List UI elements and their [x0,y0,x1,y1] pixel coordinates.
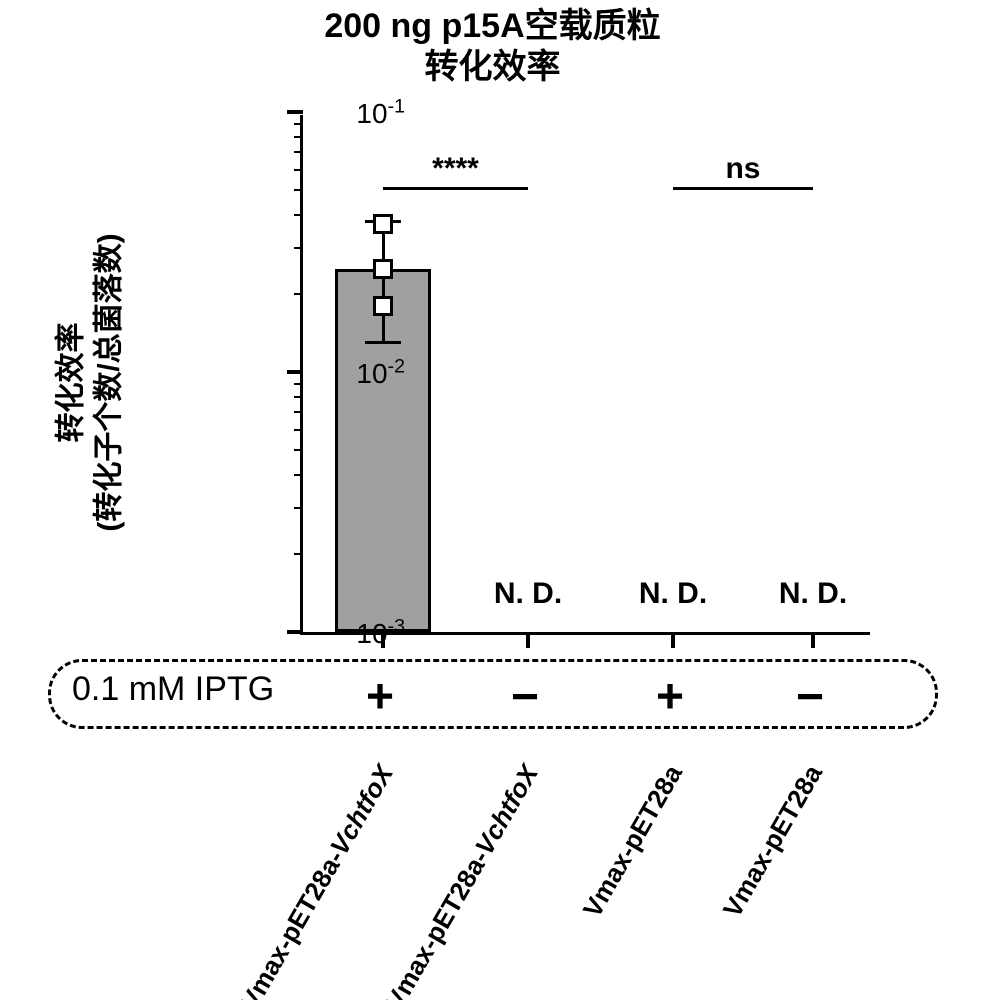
data-point-marker [373,296,393,316]
data-point-marker [373,214,393,234]
y-minor-tick [294,293,303,295]
x-category-label: Vmax-pET28a [717,760,829,923]
chart-title: 200 ng p15A空载质粒 转化效率 [0,6,985,88]
y-axis-label-line-2: (转化子个数/总菌落数) [92,233,125,531]
y-minor-tick [294,189,303,191]
significance-label: **** [416,152,496,186]
y-minor-tick [294,411,303,413]
x-tick [526,632,530,648]
y-minor-tick [294,383,303,385]
x-tick [671,632,675,648]
y-minor-tick [294,474,303,476]
error-bar-cap [365,341,401,344]
y-axis-label-line-1: 转化效率 [55,323,88,443]
y-minor-tick [294,136,303,138]
y-major-tick [287,370,303,374]
iptg-sign: − [796,670,824,725]
iptg-sign: + [366,670,394,725]
y-minor-tick [294,449,303,451]
y-major-tick [287,630,303,634]
nd-label: N. D. [779,577,847,611]
y-tick-label: 10-3 [356,618,405,650]
iptg-sign: − [511,670,539,725]
x-category-label: Vmax-pET28a-VchtfoX [234,760,400,1000]
y-minor-tick [294,151,303,153]
iptg-sign: + [656,670,684,725]
y-minor-tick [294,429,303,431]
nd-label: N. D. [639,577,707,611]
error-bar-line [382,221,385,342]
y-minor-tick [294,214,303,216]
y-axis-label: 转化效率 (转化子个数/总菌落数) [53,183,128,583]
data-point-marker [373,259,393,279]
y-major-tick [287,110,303,114]
y-minor-tick [294,247,303,249]
y-tick-label: 10-1 [356,98,405,130]
y-minor-tick [294,396,303,398]
significance-line [673,187,813,190]
nd-label: N. D. [494,577,562,611]
x-category-label: Vmax-pET28a-VchtfoX [379,760,545,1000]
y-minor-tick [294,553,303,555]
title-line-1: 200 ng p15A空载质粒 [324,7,660,45]
title-line-2: 转化效率 [425,48,561,86]
y-minor-tick [294,169,303,171]
significance-label: ns [703,152,783,186]
iptg-row-label: 0.1 mM IPTG [72,670,274,709]
figure-root: 200 ng p15A空载质粒 转化效率 转化效率 (转化子个数/总菌落数) N… [0,0,985,1000]
x-category-label: Vmax-pET28a [577,760,689,923]
y-minor-tick [294,123,303,125]
y-tick-label: 10-2 [356,358,405,390]
x-tick [811,632,815,648]
y-minor-tick [294,507,303,509]
significance-line [383,187,528,190]
